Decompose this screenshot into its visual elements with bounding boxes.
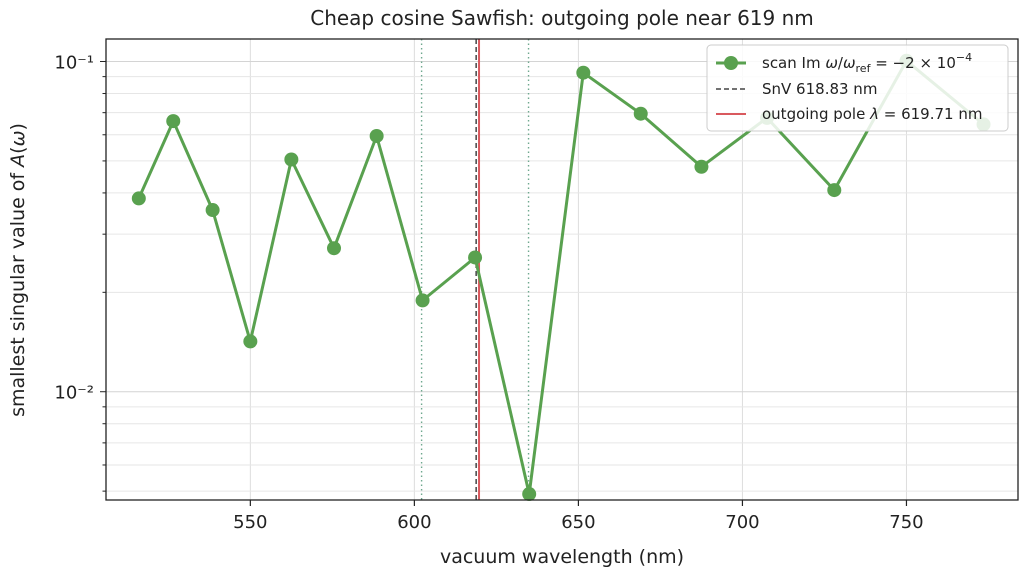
legend: scan Im ω/ωref = −2 × 10−4 SnV 618.83 nm… <box>706 44 1009 132</box>
legend-scan-ref-sub: ref <box>856 62 872 75</box>
data-point <box>576 65 591 80</box>
data-point <box>694 159 709 174</box>
legend-label-pole: outgoing pole λ = 619.71 nm <box>762 105 982 123</box>
legend-scan-exp: −4 <box>956 51 972 64</box>
y-axis-label-omega: ω <box>7 130 29 146</box>
y-axis-label-prefix: smallest singular value of <box>7 167 29 417</box>
y-tick-label: 10⁻² <box>54 383 94 404</box>
data-point <box>415 293 430 308</box>
x-tick-label: 550 <box>233 512 267 533</box>
data-point <box>369 128 384 143</box>
y-tick-label: 10⁻¹ <box>54 53 94 74</box>
x-tick-label: 700 <box>725 512 759 533</box>
x-tick-label: 750 <box>889 512 923 533</box>
legend-pole-lambda: λ <box>869 105 879 123</box>
series-group <box>131 53 991 502</box>
x-axis-label: vacuum wavelength (nm) <box>440 546 684 568</box>
plot-frame <box>105 38 1019 501</box>
legend-pole-word: outgoing pole <box>762 105 870 123</box>
ticks: 550 600 650 700 750 10⁻² 10⁻¹ <box>54 53 923 533</box>
legend-label-scan: scan Im ω/ωref = −2 × 10−4 <box>762 51 972 75</box>
legend-scan-omega: ω <box>825 54 838 72</box>
chart-title: Cheap cosine Sawfish: outgoing pole near… <box>310 6 814 30</box>
legend-scan-omega-ref: ω <box>843 54 856 72</box>
legend-scan-slash: / <box>838 54 844 72</box>
x-tick-label: 650 <box>561 512 595 533</box>
data-point <box>243 334 258 349</box>
legend-swatch-scan-marker <box>724 56 738 70</box>
data-point <box>131 191 146 206</box>
data-point <box>633 106 648 121</box>
y-axis-label-close: ) <box>7 123 29 130</box>
data-point <box>327 241 341 256</box>
data-point <box>468 250 483 265</box>
y-axis-label-symbol: A <box>7 154 29 169</box>
legend-scan-value: = −2 × 10 <box>870 54 955 72</box>
legend-scan-word: scan Im <box>762 54 825 72</box>
data-point <box>284 152 299 167</box>
legend-box <box>706 44 1009 132</box>
data-point <box>166 114 181 129</box>
data-point <box>827 183 842 198</box>
legend-pole-value: = 619.71 nm <box>879 105 982 123</box>
legend-label-snv: SnV 618.83 nm <box>762 80 877 98</box>
y-axis-label-open: ( <box>7 146 29 153</box>
data-point <box>522 487 537 502</box>
y-axis-label: smallest singular value of A(ω) <box>7 123 29 417</box>
data-point <box>205 203 220 218</box>
x-tick-label: 600 <box>397 512 431 533</box>
